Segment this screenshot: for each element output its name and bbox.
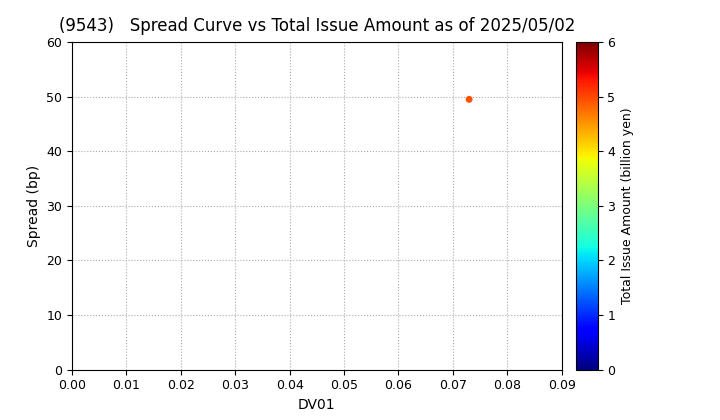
X-axis label: DV01: DV01 xyxy=(298,398,336,412)
Y-axis label: Total Issue Amount (billion yen): Total Issue Amount (billion yen) xyxy=(621,108,634,304)
Y-axis label: Spread (bp): Spread (bp) xyxy=(27,165,41,247)
Title: (9543)   Spread Curve vs Total Issue Amount as of 2025/05/02: (9543) Spread Curve vs Total Issue Amoun… xyxy=(58,17,575,35)
Point xyxy=(464,96,475,103)
